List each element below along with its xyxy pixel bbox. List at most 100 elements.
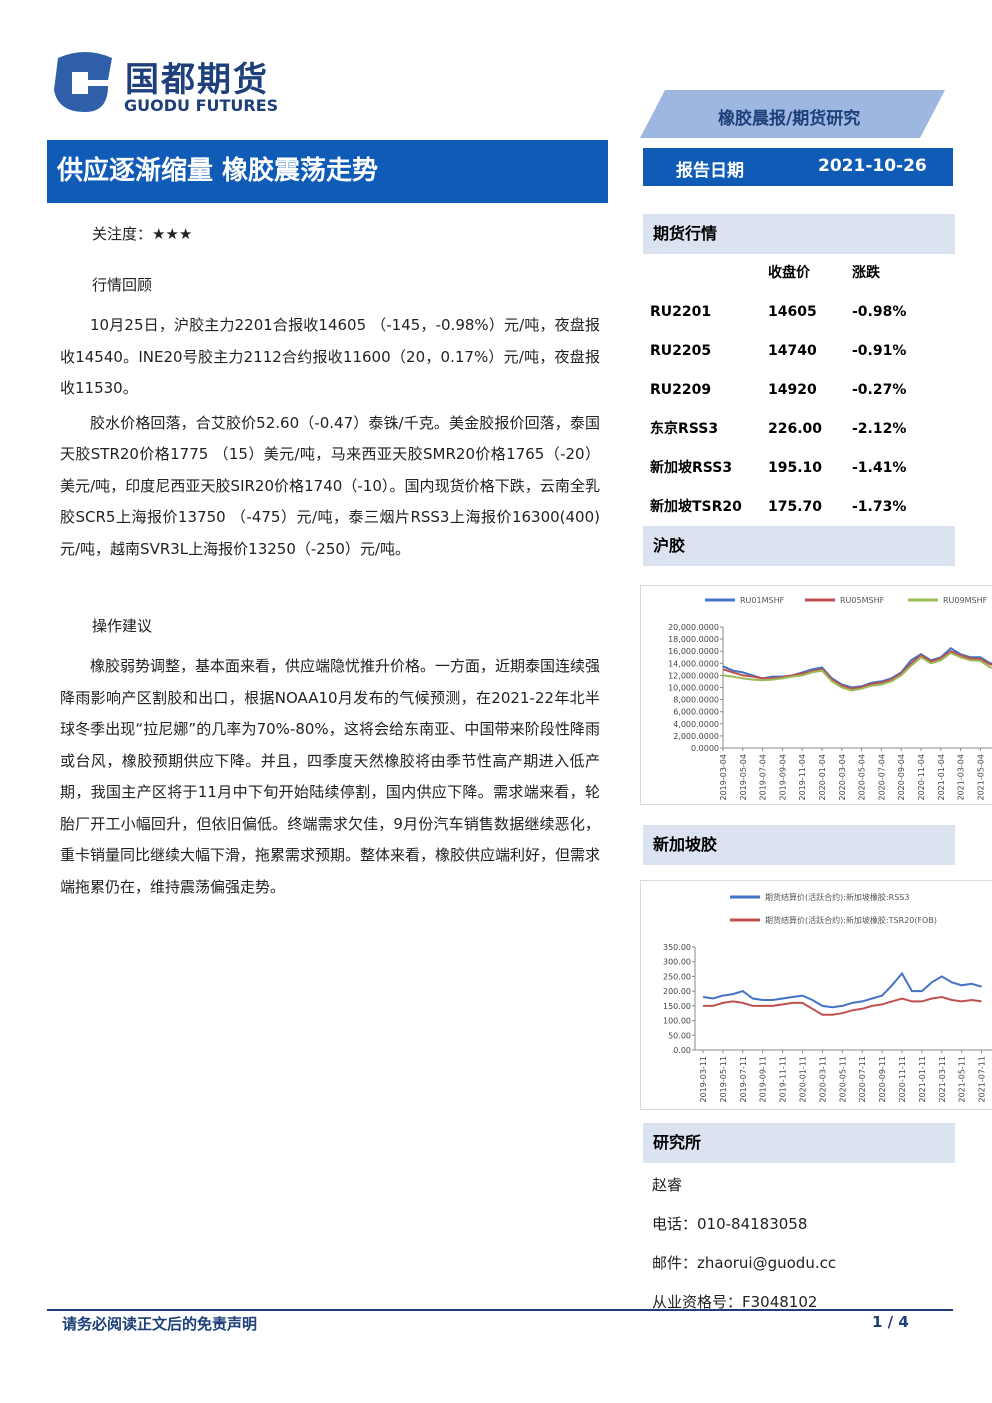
- y-tick-label: 10,000.0000: [668, 684, 719, 693]
- x-tick-label: 2020-07-11: [858, 1056, 867, 1103]
- x-tick-label: 2021-01-11: [918, 1056, 927, 1103]
- chart-title: 新加坡胶: [643, 825, 955, 865]
- y-tick-label: 350.00: [663, 943, 691, 952]
- cell-value: 226.00: [768, 421, 823, 437]
- researcher: 赵睿: [652, 1176, 683, 1194]
- section-heading: 行情回顾: [92, 276, 153, 294]
- paragraph: 10月25日，沪胶主力2201合报收14605 （-145，-0.98%）元/吨…: [60, 316, 600, 397]
- date-bar: [643, 148, 953, 186]
- chart: 0.0000 2,000.0000 4,000.0000 6,000.0000 8,00…: [640, 585, 992, 805]
- x-tick-label: 2020-03-04: [838, 754, 847, 801]
- y-tick-label: 20,000.0000: [668, 623, 719, 632]
- date-label: 报告日期: [676, 161, 744, 181]
- cell-value: 175.70: [768, 499, 823, 515]
- chart-frame: [640, 585, 992, 805]
- x-tick-label: 2019-07-04: [759, 754, 768, 801]
- section-text: 10月25日，沪胶主力2201合报收14605 （-145，-0.98%）元/吨…: [60, 310, 600, 565]
- series-line: [722, 651, 992, 692]
- series-line: [722, 646, 992, 689]
- y-tick-label: 2,000.0000: [673, 732, 719, 741]
- y-tick-label: 50.00: [668, 1031, 691, 1040]
- chart: 0.00 50.00 100.00 150.00 200.00 250.00 300.00 3…: [640, 880, 992, 1110]
- x-tick-label: 2019-03-11: [699, 1056, 708, 1103]
- date: 2021-10-26: [818, 156, 927, 176]
- title: 供应逐渐缩量 橡胶震荡走势: [57, 156, 379, 186]
- footer-rule: [47, 1309, 953, 1311]
- series-line: [702, 971, 982, 1009]
- attention: 关注度：★★★: [92, 225, 193, 243]
- series-line: [703, 995, 982, 1016]
- title-bar: [47, 140, 608, 203]
- column-header: 涨跌: [852, 265, 880, 281]
- x-tick-label: 2020-05-11: [838, 1056, 847, 1103]
- logo-en: GUODU FUTURES: [124, 96, 279, 115]
- y-tick-label: 14,000.0000: [668, 659, 719, 668]
- cell-value: -0.91%: [852, 343, 907, 359]
- y-tick-label: 0.00: [673, 1046, 691, 1055]
- contract: 新加坡RSS3: [650, 460, 733, 476]
- license: 从业资格号：F3048102: [652, 1293, 818, 1311]
- y-tick-label: 100.00: [663, 1017, 691, 1026]
- x-tick-label: 2019-05-04: [739, 754, 748, 801]
- y-tick-label: 8,000.0000: [673, 696, 719, 705]
- research-title: 研究所: [643, 1123, 955, 1163]
- logo-mark: [54, 52, 112, 112]
- email: 邮件：zhaorui@guodu.cc: [652, 1254, 837, 1272]
- legend-label: 期货结算价(活跃合约):新加坡橡胶:TSR20(FOB): [765, 915, 937, 925]
- logo-cn: 国都期货: [125, 60, 269, 100]
- cell-value: 195.10: [768, 460, 823, 476]
- x-tick-label: 2020-05-04: [858, 754, 867, 801]
- x-tick-label: 2020-07-04: [877, 754, 886, 801]
- section-heading: 操作建议: [92, 617, 153, 635]
- x-tick-label: 2021-07-11: [978, 1056, 987, 1103]
- x-tick-label: 2021-05-04: [976, 754, 985, 801]
- legend-label: RU01MSHF: [740, 596, 785, 605]
- y-tick-label: 150.00: [663, 1002, 691, 1011]
- y-tick-label: 12,000.0000: [668, 671, 719, 680]
- y-tick-label: 6,000.0000: [673, 708, 719, 717]
- legend-label: RU09MSHF: [943, 596, 988, 605]
- y-tick-label: 18,000.0000: [668, 635, 719, 644]
- chart-frame: [640, 880, 992, 1110]
- y-tick-label: 200.00: [663, 987, 691, 996]
- x-tick-label: 2020-11-04: [917, 754, 926, 801]
- paragraph: 胶水价格回落，合艾胶价52.60（-0.47）泰铢/千克。美金胶报价回落，泰国天…: [60, 413, 600, 558]
- contract: RU2201: [650, 304, 712, 320]
- cell-value: -1.73%: [852, 499, 907, 515]
- y-tick-label: 16,000.0000: [668, 647, 719, 656]
- paragraph: 橡胶弱势调整，基本面来看，供应端隐忧推升价格。一方面，近期泰国连续强降雨影响产区…: [60, 657, 601, 896]
- contract: RU2205: [650, 343, 712, 359]
- cell-value: 14740: [768, 343, 817, 359]
- cell-value: -1.41%: [852, 460, 907, 476]
- page-number: 1 / 4: [872, 1313, 909, 1331]
- legend-label: RU05MSHF: [840, 596, 885, 605]
- x-tick-label: 2020-11-11: [898, 1056, 907, 1103]
- category-banner: [640, 90, 945, 138]
- category: 橡胶晨报/期货研究: [718, 109, 861, 129]
- y-tick-label: 300.00: [663, 958, 691, 967]
- x-tick-label: 2019-11-04: [798, 754, 807, 801]
- y-tick-label: 4,000.0000: [673, 720, 719, 729]
- cell-value: -2.12%: [852, 421, 907, 437]
- x-tick-label: 2019-09-11: [759, 1056, 768, 1103]
- cell-value: 14920: [768, 382, 817, 398]
- contract: 东京RSS3: [650, 421, 719, 437]
- x-tick-label: 2019-05-11: [719, 1056, 728, 1103]
- x-tick-label: 2021-05-11: [958, 1056, 967, 1103]
- chart-title: 沪胶: [643, 526, 955, 566]
- section-text: 橡胶弱势调整，基本面来看，供应端隐忧推升价格。一方面，近期泰国连续强降雨影响产区…: [60, 651, 600, 903]
- y-tick-label: 250.00: [663, 972, 691, 981]
- x-tick-label: 2019-09-04: [778, 754, 787, 801]
- y-tick-label: 0.0000: [691, 744, 719, 753]
- cell-value: 14605: [768, 304, 817, 320]
- x-tick-label: 2021-03-04: [957, 754, 966, 801]
- x-tick-label: 2020-09-11: [878, 1056, 887, 1103]
- x-tick-label: 2021-01-04: [937, 754, 946, 801]
- column-header: 收盘价: [768, 265, 810, 281]
- contract: RU2209: [650, 382, 712, 398]
- cell-value: -0.98%: [852, 304, 907, 320]
- disclaimer: 请务必阅读正文后的免责声明: [62, 1315, 258, 1333]
- contract: 新加坡TSR20: [650, 499, 742, 515]
- x-tick-label: 2020-03-11: [818, 1056, 827, 1103]
- market-title: 期货行情: [643, 214, 955, 254]
